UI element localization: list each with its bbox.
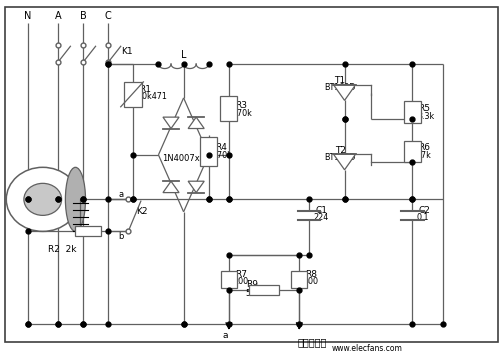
Text: www.elecfans.com: www.elecfans.com — [332, 344, 402, 353]
Bar — [200, 137, 217, 166]
Polygon shape — [188, 181, 204, 193]
Bar — [249, 285, 279, 295]
Text: K1: K1 — [121, 47, 132, 56]
Bar — [221, 271, 237, 288]
Ellipse shape — [24, 183, 61, 215]
Text: 470k: 470k — [213, 151, 233, 161]
Bar — [291, 271, 307, 288]
Polygon shape — [163, 117, 179, 129]
Text: R4: R4 — [215, 143, 227, 152]
Text: 224: 224 — [314, 213, 329, 222]
Text: 200: 200 — [233, 277, 248, 287]
Text: T1: T1 — [334, 75, 346, 85]
Text: R3: R3 — [235, 100, 247, 110]
Text: R2  2k: R2 2k — [48, 245, 76, 254]
Text: N: N — [24, 11, 31, 21]
Text: R6: R6 — [418, 143, 431, 152]
Text: 电子发烧友: 电子发烧友 — [297, 337, 326, 347]
Bar — [220, 96, 237, 121]
Text: 1N4007x8: 1N4007x8 — [162, 154, 205, 163]
Polygon shape — [163, 181, 179, 193]
Text: L: L — [181, 50, 186, 60]
Bar — [404, 101, 421, 123]
Text: C2: C2 — [418, 205, 431, 215]
Polygon shape — [333, 85, 356, 100]
Text: 300: 300 — [304, 277, 319, 287]
Text: T2: T2 — [336, 146, 347, 155]
Ellipse shape — [7, 167, 79, 231]
Text: B: B — [79, 11, 87, 21]
Text: 470k: 470k — [233, 109, 253, 118]
Ellipse shape — [65, 167, 86, 231]
Text: R5: R5 — [418, 104, 431, 113]
Polygon shape — [333, 154, 356, 170]
Text: 0.1: 0.1 — [417, 213, 430, 222]
Text: a: a — [222, 331, 227, 340]
Text: b: b — [118, 232, 124, 241]
Text: R8: R8 — [305, 270, 317, 279]
Text: A: A — [54, 11, 61, 21]
Text: K2: K2 — [136, 207, 147, 216]
Bar — [124, 82, 142, 107]
Text: R1: R1 — [139, 84, 151, 94]
Text: C: C — [105, 11, 112, 21]
Bar — [404, 141, 421, 162]
Bar — [75, 226, 101, 236]
Text: 3.3k: 3.3k — [417, 112, 434, 121]
Text: 510k: 510k — [245, 289, 265, 298]
Text: 47k: 47k — [417, 151, 432, 161]
Text: 10k471: 10k471 — [137, 92, 167, 101]
Text: C1: C1 — [315, 205, 327, 215]
Text: R7: R7 — [235, 270, 247, 279]
Text: BT169D: BT169D — [324, 83, 356, 92]
Polygon shape — [188, 117, 204, 129]
Text: a: a — [118, 189, 123, 199]
Text: R9: R9 — [246, 280, 259, 289]
Text: BT169D: BT169D — [324, 153, 356, 162]
